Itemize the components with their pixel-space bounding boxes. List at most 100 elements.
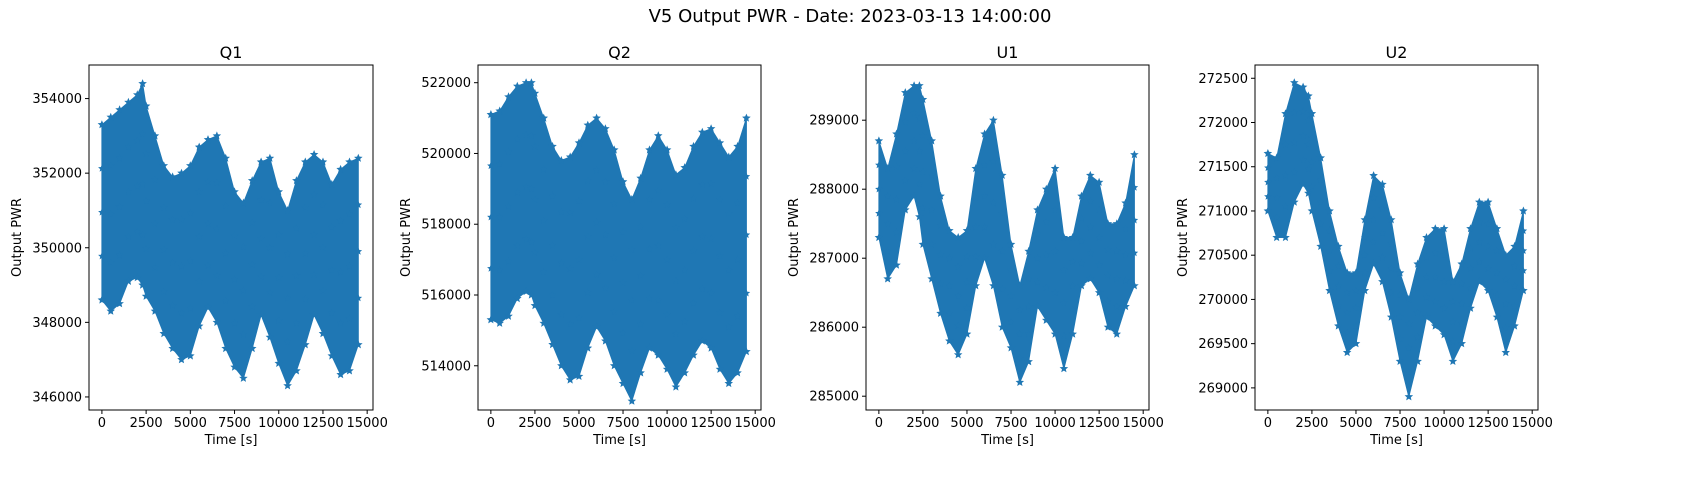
data-point xyxy=(106,112,115,121)
data-point xyxy=(283,381,292,390)
data-point xyxy=(1051,247,1059,255)
data-point xyxy=(1325,226,1334,235)
data-point xyxy=(310,270,318,278)
data-point xyxy=(168,344,177,353)
data-point xyxy=(186,351,195,360)
data-point xyxy=(168,172,177,181)
plot-frame xyxy=(88,64,374,411)
data-point xyxy=(980,129,989,138)
data-point xyxy=(1298,179,1308,189)
data-point xyxy=(1448,356,1458,365)
data-point xyxy=(248,302,256,310)
data-point xyxy=(724,322,733,331)
data-point xyxy=(610,253,618,262)
data-point xyxy=(592,270,601,278)
data-point xyxy=(566,208,574,216)
data-point xyxy=(1519,266,1528,274)
data-point xyxy=(1095,233,1103,241)
data-point xyxy=(998,209,1006,217)
data-point xyxy=(557,156,566,165)
x-tick-label: 5000 xyxy=(562,416,595,431)
data-point xyxy=(309,310,319,319)
data-point xyxy=(133,273,142,282)
data-point xyxy=(1121,224,1130,233)
data-point xyxy=(513,81,522,90)
data-point xyxy=(627,195,637,204)
data-point xyxy=(310,230,318,238)
data-point xyxy=(527,184,536,193)
x-tick-label: 15000 xyxy=(346,416,387,431)
data-point xyxy=(292,366,301,375)
y-tick-label: 272500 xyxy=(1198,72,1248,87)
data-point xyxy=(1413,333,1422,341)
scatter-band xyxy=(1267,81,1524,397)
data-point xyxy=(1007,266,1015,274)
data-point xyxy=(1492,312,1502,321)
data-point xyxy=(574,138,584,147)
data-point xyxy=(239,286,248,294)
y-tick-label: 516000 xyxy=(421,289,471,304)
data-point xyxy=(213,178,221,186)
data-point xyxy=(124,187,133,195)
data-point xyxy=(1016,305,1024,314)
data-point xyxy=(1060,299,1068,307)
data-point xyxy=(1033,302,1042,311)
data-point xyxy=(1475,218,1484,226)
data-point xyxy=(883,164,892,173)
data-point xyxy=(619,228,627,236)
data-point xyxy=(345,366,354,375)
data-point xyxy=(1103,219,1113,228)
data-point xyxy=(115,105,124,114)
data-point xyxy=(875,209,883,217)
data-point xyxy=(504,147,513,155)
data-point xyxy=(531,195,539,203)
data-point xyxy=(645,245,654,253)
data-point xyxy=(106,258,115,266)
data-point xyxy=(892,228,901,236)
data-point xyxy=(1431,297,1440,305)
data-point xyxy=(345,314,354,322)
data-point xyxy=(1334,282,1343,290)
data-point xyxy=(601,283,610,292)
data-point xyxy=(619,278,627,286)
x-axis-label: Time [s] xyxy=(980,433,1034,448)
data-point xyxy=(1404,392,1414,401)
data-point xyxy=(1130,281,1139,290)
data-point xyxy=(1413,308,1422,316)
data-point xyxy=(230,275,239,283)
data-point xyxy=(177,168,186,177)
data-point xyxy=(901,176,910,184)
data-point xyxy=(319,286,327,294)
data-point xyxy=(1404,294,1414,304)
data-point xyxy=(1440,304,1448,312)
data-point xyxy=(1298,82,1308,91)
data-point xyxy=(1466,303,1475,312)
data-point xyxy=(1042,315,1051,324)
data-point xyxy=(336,164,345,174)
data-point xyxy=(98,208,106,216)
data-point xyxy=(1068,233,1077,242)
data-point xyxy=(194,142,204,151)
x-tick-label: 7500 xyxy=(218,416,251,431)
data-point xyxy=(1387,240,1395,248)
data-point xyxy=(522,130,530,139)
data-point xyxy=(628,346,636,354)
data-point xyxy=(1272,173,1281,181)
data-point xyxy=(527,78,536,87)
data-point xyxy=(239,330,248,338)
data-point xyxy=(531,142,539,150)
data-point xyxy=(1492,224,1502,233)
data-point xyxy=(354,294,363,302)
data-point xyxy=(292,176,301,185)
data-point xyxy=(1304,164,1313,173)
data-point xyxy=(689,194,698,202)
data-point xyxy=(1378,179,1387,189)
data-point xyxy=(663,200,671,208)
panel-title: Q1 xyxy=(220,43,243,62)
data-point xyxy=(513,135,522,143)
data-point xyxy=(213,225,221,233)
data-point xyxy=(548,340,557,349)
data-point xyxy=(1457,259,1466,268)
data-point xyxy=(1316,241,1325,250)
data-point xyxy=(495,266,504,274)
